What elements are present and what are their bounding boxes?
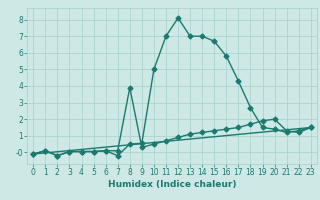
X-axis label: Humidex (Indice chaleur): Humidex (Indice chaleur) (108, 180, 236, 189)
